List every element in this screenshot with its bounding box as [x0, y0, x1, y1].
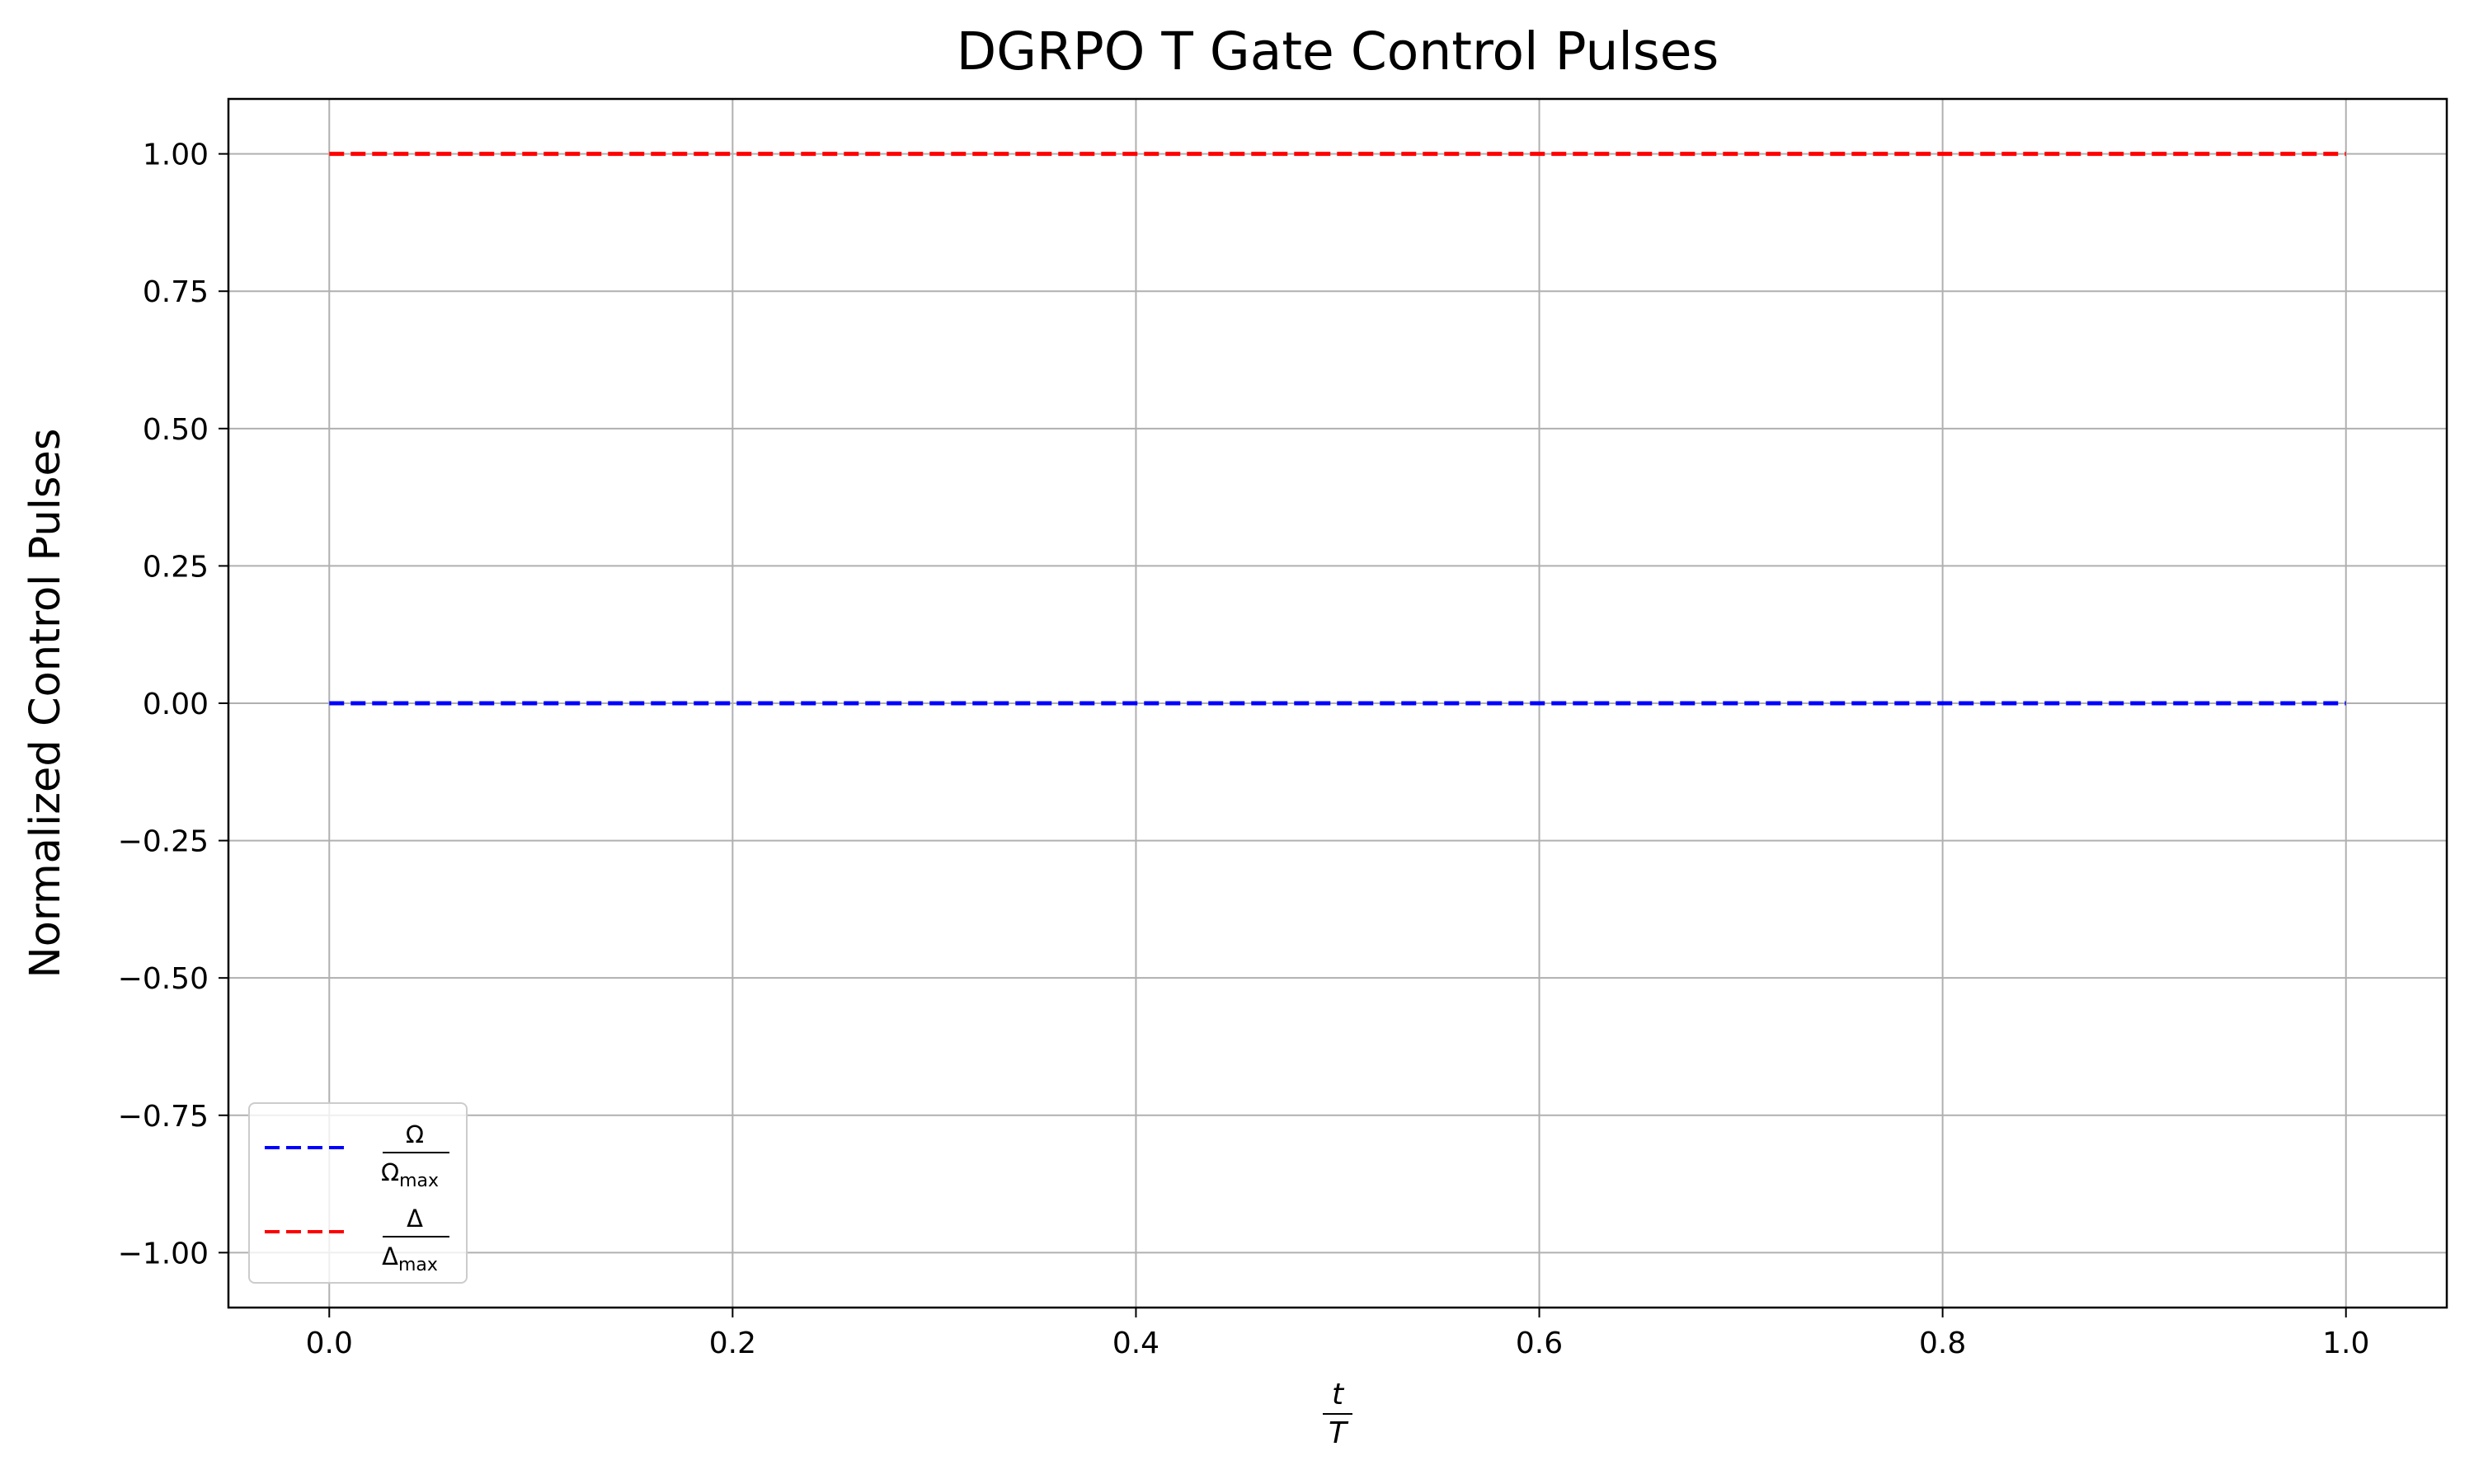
y-tick-label: −0.50: [118, 962, 209, 996]
y-tick-label: −1.00: [118, 1237, 209, 1270]
y-ticks: 1.00 0.75 0.50 0.25 0.00 −0.25 −0.50 −0.75 −1.00: [118, 139, 228, 1270]
y-tick-label: 0.00: [143, 688, 209, 721]
legend-omega-numerator: Ω: [406, 1120, 424, 1148]
legend-delta-denominator: Δmax: [382, 1242, 438, 1275]
legend-omega-denominator: Ωmax: [381, 1158, 439, 1191]
legend: Ω Ωmax Δ Δmax: [248, 1102, 468, 1284]
y-tick-label: −0.25: [118, 825, 209, 859]
x-axis-label-denominator: T: [1329, 1416, 1349, 1450]
x-tick-label: 1.0: [2322, 1327, 2369, 1360]
y-tick-label: 0.25: [143, 550, 209, 584]
x-tick-label: 0.0: [306, 1327, 353, 1360]
legend-delta-numerator: Δ: [407, 1205, 423, 1233]
y-tick-label: 1.00: [143, 139, 209, 172]
x-tick-label: 0.6: [1516, 1327, 1563, 1360]
x-ticks: 0.0 0.2 0.4 0.6 0.8 1.0: [306, 1308, 2369, 1360]
x-tick-label: 0.4: [1112, 1327, 1159, 1360]
y-axis-label: Normalized Control Pulses: [21, 429, 70, 979]
y-tick-label: 0.50: [143, 413, 209, 447]
series-lines: [329, 152, 2346, 706]
x-axis-label-numerator: t: [1332, 1378, 1345, 1411]
y-tick-label: −0.75: [118, 1100, 209, 1134]
legend-omega-subscript: max: [399, 1171, 439, 1191]
y-tick-label: 0.75: [143, 275, 209, 309]
x-tick-label: 0.2: [709, 1327, 756, 1360]
chart-title: DGRPO T Gate Control Pulses: [957, 21, 1719, 82]
x-axis-label: t T: [1323, 1378, 1352, 1450]
legend-entry-delta: Δ Δmax: [265, 1205, 449, 1275]
legend-delta-subscript: max: [398, 1255, 438, 1275]
legend-entry-omega: Ω Ωmax: [265, 1120, 449, 1191]
legend-box: [248, 1102, 468, 1284]
x-tick-label: 0.8: [1919, 1327, 1966, 1360]
